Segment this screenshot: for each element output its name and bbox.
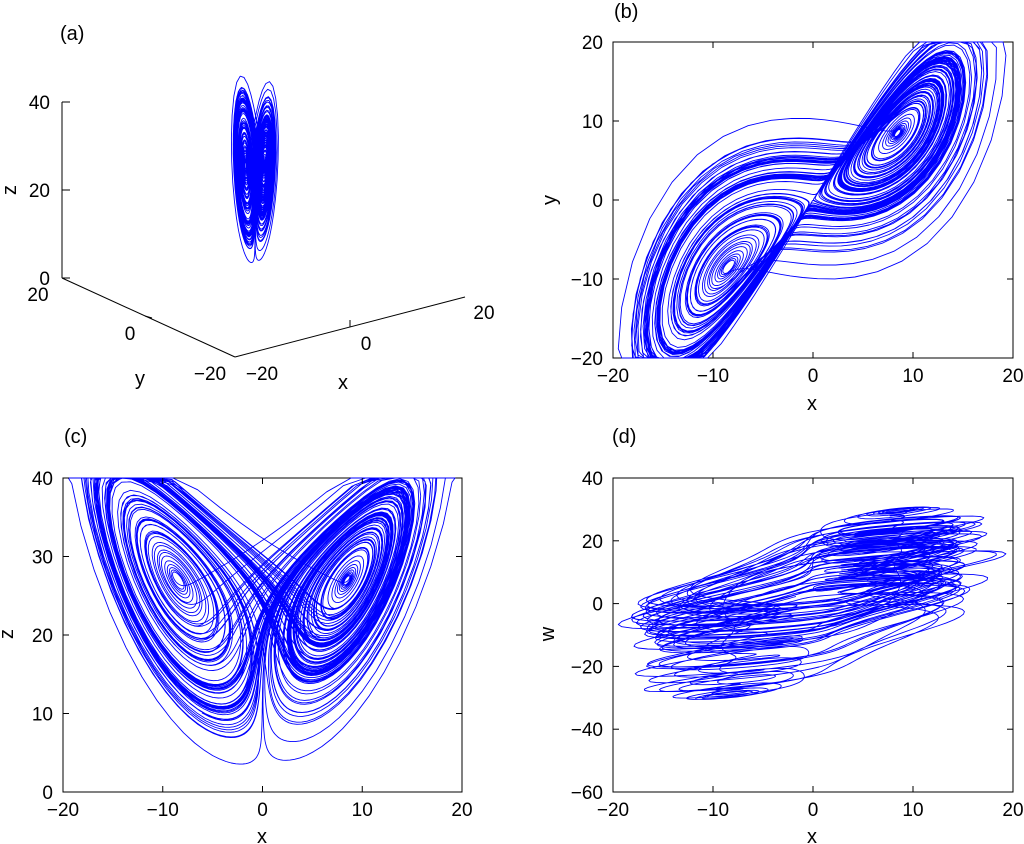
x-tick-label: 0 [808, 366, 819, 387]
y-tick-label: 0 [592, 191, 603, 212]
y-axis-label-b: y [539, 195, 561, 205]
y-tick-label: −10 [571, 270, 603, 291]
y-tick-label: 20 [32, 626, 53, 647]
y-tick-label: 0 [125, 324, 136, 345]
panel-b: −20 −10 0 10 20 −20 −10 0 10 20 x y [539, 33, 1024, 415]
y-tick-label: 0 [42, 783, 53, 804]
x-tick-label: 20 [473, 303, 494, 324]
y-tick-label: 0 [592, 595, 603, 616]
panel-label-b: (b) [614, 1, 638, 23]
y-tick-label: 40 [582, 469, 603, 490]
y-tick-label: 30 [32, 548, 53, 569]
y-axis-label: y [135, 368, 145, 390]
y-axis-label-d: w [537, 626, 559, 642]
y-tick-label: 10 [32, 705, 53, 726]
x-tick-label: −20 [597, 366, 629, 387]
y-tick-label: 40 [32, 469, 53, 490]
y-tick-label: −20 [194, 364, 226, 385]
x-axis-label-c: x [257, 826, 267, 844]
y-tick-label: 20 [582, 33, 603, 54]
y-tick-label: 10 [582, 112, 603, 133]
y-tick [144, 315, 153, 319]
x-tick-label: 0 [361, 334, 372, 355]
x-tick-label: 10 [902, 366, 923, 387]
x-tick-label: −20 [246, 364, 278, 385]
z-tick-label: 20 [29, 181, 50, 202]
x-tick-label: 20 [1002, 366, 1023, 387]
panel-c: −20 −10 0 10 20 0 10 20 30 40 x z [0, 469, 473, 844]
attractor-trace-a [230, 75, 279, 264]
panel-a: 40 20 0 z 20 0 −20 y −20 0 20 x [0, 75, 495, 394]
attractor-trace-d [617, 506, 1007, 700]
x-tick-label: −10 [147, 800, 179, 821]
x-tick-label: 20 [451, 800, 472, 821]
x-tick-label: 10 [902, 800, 923, 821]
x-tick-label: −20 [47, 800, 79, 821]
x-axis-label-d: x [807, 826, 817, 844]
x-tick-label: 10 [352, 800, 373, 821]
panel-label-d: (d) [612, 426, 636, 448]
x-axis-label-b: x [807, 393, 817, 415]
y-tick-label: 20 [582, 532, 603, 553]
z-tick-label: 40 [29, 93, 50, 114]
attractor-trace-b [617, 41, 1007, 359]
panel-label-a: (a) [60, 23, 84, 45]
z-axis-label: z [0, 185, 21, 195]
z-tick-label: 0 [39, 269, 50, 290]
y-tick-label: −60 [571, 783, 603, 804]
y-tick-label: −40 [571, 720, 603, 741]
x-tick-label: 20 [1002, 800, 1023, 821]
x-tick-label: −10 [697, 800, 729, 821]
x-axis-label: x [338, 372, 348, 394]
x-tick-label: 0 [808, 800, 819, 821]
x-tick-label: −20 [597, 800, 629, 821]
attractor-trace-c [67, 477, 456, 765]
x-tick-label: 0 [257, 800, 268, 821]
y-tick-label: −20 [571, 349, 603, 370]
y-axis-label-c: z [0, 629, 18, 639]
y-tick-label: 20 [27, 285, 48, 306]
panel-label-c: (c) [64, 426, 87, 448]
panel-d: −20 −10 0 10 20 −60 −40 −20 0 20 40 x w [537, 469, 1024, 844]
x-tick-label: −10 [697, 366, 729, 387]
y-tick-label: −20 [571, 657, 603, 678]
